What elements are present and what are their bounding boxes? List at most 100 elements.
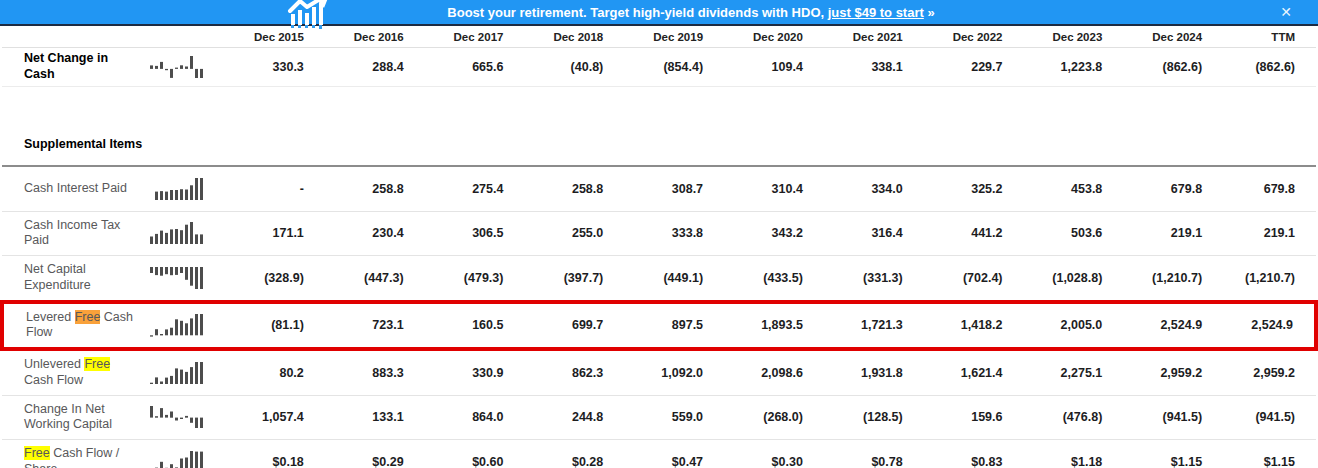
section-title: Supplemental Items xyxy=(2,124,1316,166)
value-cell: $0.47 xyxy=(617,440,717,468)
value-cell: $0.78 xyxy=(817,440,917,468)
close-icon[interactable]: ✕ xyxy=(1280,5,1292,19)
value-cell: 133.1 xyxy=(318,395,418,440)
value-cell: (702.4) xyxy=(917,256,1017,302)
value-cell: 338.1 xyxy=(817,48,917,87)
value-cell: (449.1) xyxy=(617,256,717,302)
value-cell: (862.6) xyxy=(1216,48,1316,87)
column-header: Dec 2017 xyxy=(418,26,518,48)
page: { "banner": { "text": "Boost your retire… xyxy=(0,0,1318,468)
value-cell: 310.4 xyxy=(717,166,817,211)
value-cell: (1,028.8) xyxy=(1017,256,1117,302)
value-cell: 2,524.9 xyxy=(1216,302,1316,350)
financials-table: Dec 2015Dec 2016Dec 2017Dec 2018Dec 2019… xyxy=(0,26,1318,468)
spacer-row xyxy=(2,87,1316,125)
value-cell: 330.9 xyxy=(418,349,518,395)
value-cell: (862.6) xyxy=(1116,48,1216,87)
ad-link[interactable]: just $49 to start xyxy=(828,5,924,20)
row-label: Free Cash Flow / Share xyxy=(2,440,142,468)
table-row: Net Change in Cash330.3288.4665.6(40.8)(… xyxy=(2,48,1316,87)
value-cell: $1.15 xyxy=(1116,440,1216,468)
value-cell: 559.0 xyxy=(617,395,717,440)
value-cell: 453.8 xyxy=(1017,166,1117,211)
row-label: Change In Net Working Capital xyxy=(2,395,142,440)
value-cell: (479.3) xyxy=(418,256,518,302)
value-cell: (854.4) xyxy=(617,48,717,87)
value-cell: 333.8 xyxy=(617,211,717,256)
banner-text: Boost your retirement. Target high-yield… xyxy=(447,5,934,20)
value-cell: 258.8 xyxy=(318,166,418,211)
value-cell: 1,057.4 xyxy=(218,395,318,440)
search-match-highlight: Free xyxy=(84,357,110,371)
value-cell: 80.2 xyxy=(218,349,318,395)
search-match-highlight: Free xyxy=(24,446,50,460)
value-cell: 330.3 xyxy=(218,48,318,87)
value-cell: 679.8 xyxy=(1116,166,1216,211)
value-cell: 2,275.1 xyxy=(1017,349,1117,395)
column-header: Dec 2018 xyxy=(517,26,617,48)
value-cell: (40.8) xyxy=(517,48,617,87)
table-row: Cash Income Tax Paid171.1230.4306.5255.0… xyxy=(2,211,1316,256)
sparkline-bars-icon xyxy=(142,48,218,87)
column-header-row: Dec 2015Dec 2016Dec 2017Dec 2018Dec 2019… xyxy=(2,26,1316,48)
value-cell: 2,005.0 xyxy=(1017,302,1117,350)
value-cell: 862.3 xyxy=(517,349,617,395)
trending-chart-icon xyxy=(287,0,331,25)
column-header: Dec 2020 xyxy=(717,26,817,48)
row-label: Cash Income Tax Paid xyxy=(2,211,142,256)
value-cell: 2,524.9 xyxy=(1116,302,1216,350)
value-cell: 316.4 xyxy=(817,211,917,256)
value-cell: (328.9) xyxy=(218,256,318,302)
section-header-row: Supplemental Items xyxy=(2,124,1316,166)
sparkline-bars-icon xyxy=(142,211,218,256)
sparkline-bars-icon xyxy=(142,166,218,211)
value-cell: 258.8 xyxy=(517,166,617,211)
column-header: Dec 2021 xyxy=(817,26,917,48)
sparkline-bars-icon xyxy=(142,395,218,440)
value-cell: 159.6 xyxy=(917,395,1017,440)
value-cell: 160.5 xyxy=(418,302,518,350)
value-cell: (447.3) xyxy=(318,256,418,302)
value-cell: $1.18 xyxy=(1017,440,1117,468)
value-cell: 441.2 xyxy=(917,211,1017,256)
value-cell: 2,959.2 xyxy=(1216,349,1316,395)
value-cell: 275.4 xyxy=(418,166,518,211)
value-cell: 1,931.8 xyxy=(817,349,917,395)
value-cell: 883.3 xyxy=(318,349,418,395)
value-cell: $0.28 xyxy=(517,440,617,468)
sparkline-bars-icon xyxy=(142,302,218,350)
ad-banner[interactable]: Boost your retirement. Target high-yield… xyxy=(0,0,1318,24)
value-cell: 1,418.2 xyxy=(917,302,1017,350)
value-cell: $0.30 xyxy=(717,440,817,468)
sparkline-bars-icon xyxy=(142,349,218,395)
value-cell: 2,098.6 xyxy=(717,349,817,395)
value-cell: 503.6 xyxy=(1017,211,1117,256)
value-cell: 897.5 xyxy=(617,302,717,350)
column-header: Dec 2019 xyxy=(617,26,717,48)
column-header: TTM xyxy=(1216,26,1316,48)
value-cell: 1,721.3 xyxy=(817,302,917,350)
value-cell: (128.5) xyxy=(817,395,917,440)
search-match-active-highlight: Free xyxy=(75,310,101,324)
value-cell: 325.2 xyxy=(917,166,1017,211)
banner-arrow: » xyxy=(927,5,934,20)
value-cell: 171.1 xyxy=(218,211,318,256)
table-row-highlighted: Levered Free Cash Flow(81.1)723.1160.569… xyxy=(2,302,1316,350)
column-header: Dec 2024 xyxy=(1116,26,1216,48)
value-cell: (476.8) xyxy=(1017,395,1117,440)
sparkline-column-header xyxy=(142,26,218,48)
value-cell: $0.83 xyxy=(917,440,1017,468)
value-cell: 230.4 xyxy=(318,211,418,256)
value-cell: (941.5) xyxy=(1116,395,1216,440)
value-cell: $0.18 xyxy=(218,440,318,468)
table-row: Cash Interest Paid-258.8275.4258.8308.73… xyxy=(2,166,1316,211)
value-cell: (433.5) xyxy=(717,256,817,302)
row-label: Unlevered Free Cash Flow xyxy=(2,349,142,395)
value-cell: (331.3) xyxy=(817,256,917,302)
value-cell: 308.7 xyxy=(617,166,717,211)
value-cell: 229.7 xyxy=(917,48,1017,87)
sparkline-bars-icon xyxy=(142,440,218,468)
spacer xyxy=(2,87,1316,125)
column-header: Dec 2023 xyxy=(1017,26,1117,48)
value-cell: 699.7 xyxy=(517,302,617,350)
